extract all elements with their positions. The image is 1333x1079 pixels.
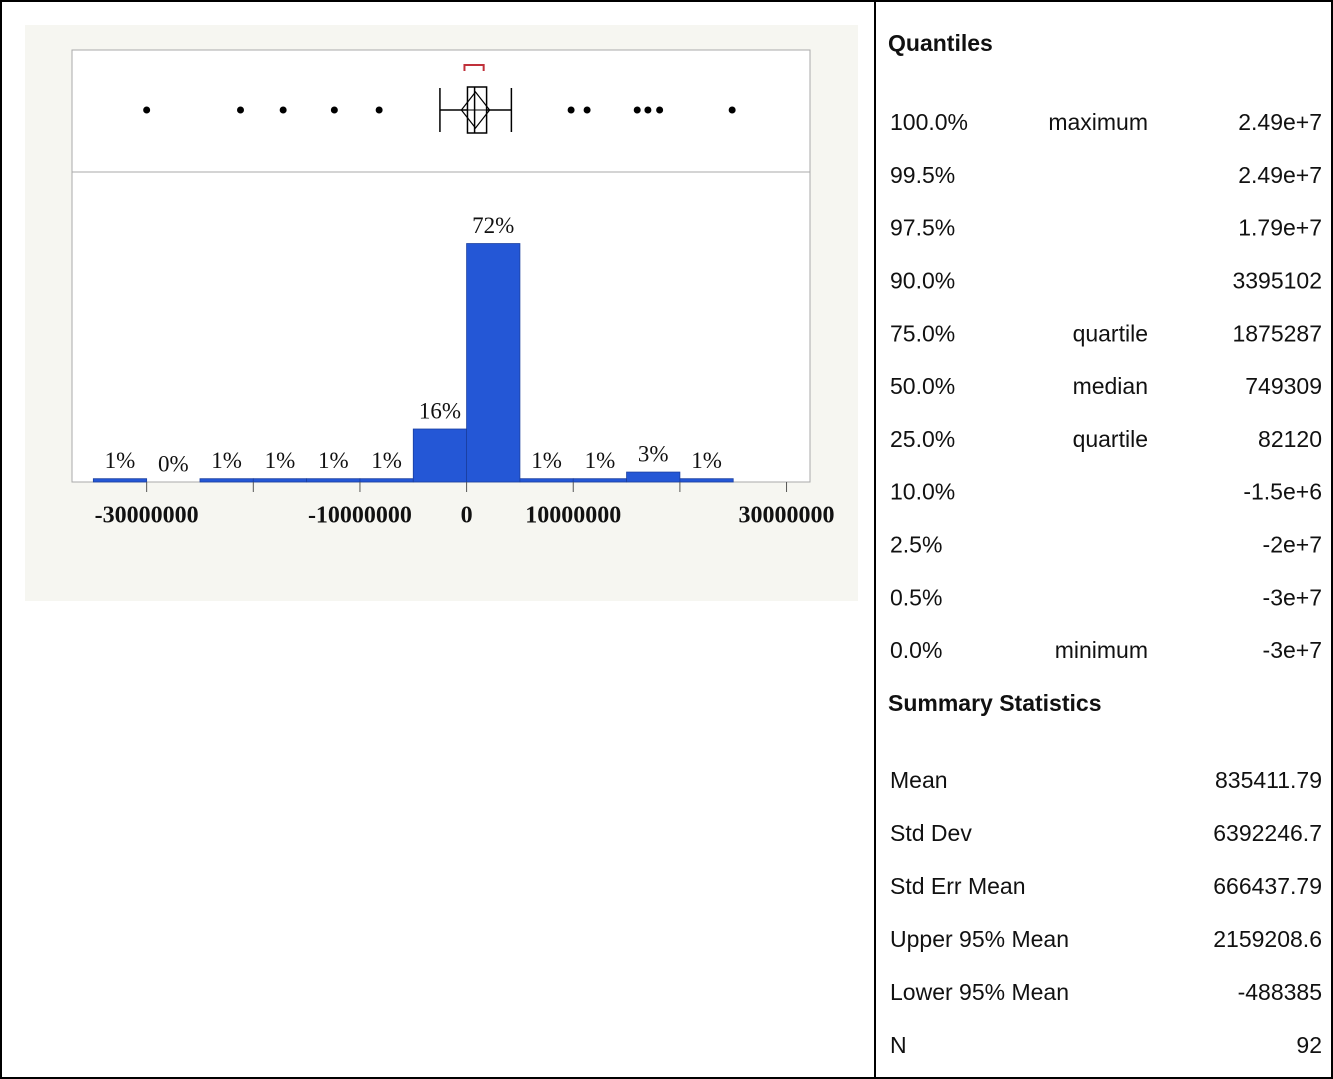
stat-value: 92: [1296, 1032, 1322, 1058]
outlier-point: [330, 106, 338, 114]
outlier-point: [656, 106, 664, 114]
quantile-value: 749309: [1245, 373, 1322, 399]
histogram-bar: [412, 428, 467, 483]
bar-label: 72%: [472, 213, 514, 238]
quantile-value: -2e+7: [1263, 531, 1322, 557]
outlier-point: [143, 106, 151, 114]
bar-label: 1%: [691, 448, 722, 473]
histogram-bar: [572, 478, 627, 483]
quantile-percent: 0.5%: [890, 584, 942, 610]
stat-name: Mean: [890, 767, 948, 793]
x-tick-label: 10000000: [525, 503, 621, 529]
quantile-percent: 90.0%: [890, 267, 955, 293]
outlier-point: [633, 106, 641, 114]
outlier-point: [583, 106, 591, 114]
quantile-percent: 2.5%: [890, 531, 942, 557]
outlier-point: [728, 106, 736, 114]
stat-value: 6392246.7: [1213, 820, 1322, 846]
bar-label: 1%: [211, 448, 242, 473]
stat-name: Lower 95% Mean: [890, 979, 1069, 1005]
stat-name: N: [890, 1032, 907, 1058]
outlier-point: [375, 106, 383, 114]
histogram-bar: [199, 478, 254, 483]
quantile-value: 3395102: [1232, 267, 1322, 293]
quantiles-title: Quantiles: [888, 30, 993, 56]
stat-name: Std Dev: [890, 820, 972, 846]
x-tick-label: -10000000: [308, 503, 412, 529]
histogram-bar: [306, 478, 361, 483]
bar-label: 1%: [105, 448, 136, 473]
bar-label: 1%: [265, 448, 296, 473]
mean-diamond: [460, 91, 491, 129]
quantile-percent: 75.0%: [890, 320, 955, 346]
quantile-percent: 50.0%: [890, 373, 955, 399]
quantile-value: 2.49e+7: [1238, 109, 1322, 135]
stat-value: 835411.79: [1215, 767, 1322, 793]
quantile-value: 2.49e+7: [1238, 162, 1322, 188]
quantile-percent: 25.0%: [890, 426, 955, 452]
quantile-label: quartile: [1073, 426, 1148, 452]
stat-value: 2159208.6: [1213, 926, 1322, 952]
quantile-percent: 100.0%: [890, 109, 968, 135]
bar-label: 16%: [419, 398, 461, 423]
histogram-bar: [92, 478, 148, 483]
stat-name: Std Err Mean: [890, 873, 1026, 899]
histogram-bar: [519, 478, 574, 483]
histogram-bar: [252, 478, 308, 483]
outlier-point: [279, 106, 287, 114]
stat-value: -488385: [1238, 979, 1322, 1005]
histogram-bar: [466, 243, 521, 483]
shortest-half-bracket: [463, 64, 485, 71]
quantile-percent: 99.5%: [890, 162, 955, 188]
bar-label: 3%: [638, 441, 669, 466]
histogram-bar: [679, 478, 734, 483]
bar-label: 0%: [158, 451, 189, 476]
x-tick-label: 0: [461, 503, 473, 529]
stat-value: 666437.79: [1213, 873, 1322, 899]
quantile-value: -1.5e+6: [1243, 479, 1322, 505]
outlier-point: [644, 106, 652, 114]
quantile-value: 1.79e+7: [1238, 215, 1322, 241]
quantile-label: quartile: [1073, 320, 1148, 346]
boxplot-panel: [71, 49, 811, 173]
quantile-label: median: [1073, 373, 1148, 399]
summary-title: Summary Statistics: [888, 690, 1101, 716]
histogram-bar: [359, 478, 414, 483]
stat-name: Upper 95% Mean: [890, 926, 1069, 952]
x-tick-label: 30000000: [739, 503, 835, 529]
quantile-percent: 0.0%: [890, 637, 942, 663]
quantile-value: 82120: [1258, 426, 1322, 452]
quantile-label: maximum: [1048, 109, 1148, 135]
quantile-value: -3e+7: [1263, 637, 1322, 663]
quantile-percent: 97.5%: [890, 215, 955, 241]
bar-label: 1%: [531, 448, 562, 473]
x-tick-label: -30000000: [95, 503, 199, 529]
bar-label: 1%: [318, 448, 349, 473]
quantile-percent: 10.0%: [890, 479, 955, 505]
quantile-value: 1875287: [1232, 320, 1322, 346]
bar-label: 1%: [585, 448, 616, 473]
quantile-label: minimum: [1055, 637, 1148, 663]
histogram-bar: [626, 471, 681, 483]
outlier-point: [567, 106, 575, 114]
bar-label: 1%: [371, 448, 402, 473]
outlier-point: [237, 106, 245, 114]
quantile-value: -3e+7: [1263, 584, 1322, 610]
